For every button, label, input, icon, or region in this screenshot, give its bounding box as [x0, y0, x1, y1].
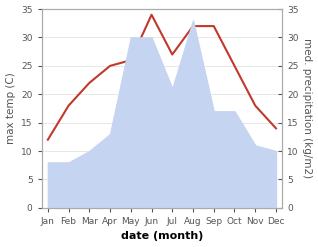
Y-axis label: med. precipitation (kg/m2): med. precipitation (kg/m2) [302, 38, 313, 179]
Y-axis label: max temp (C): max temp (C) [5, 73, 16, 144]
X-axis label: date (month): date (month) [121, 231, 203, 242]
